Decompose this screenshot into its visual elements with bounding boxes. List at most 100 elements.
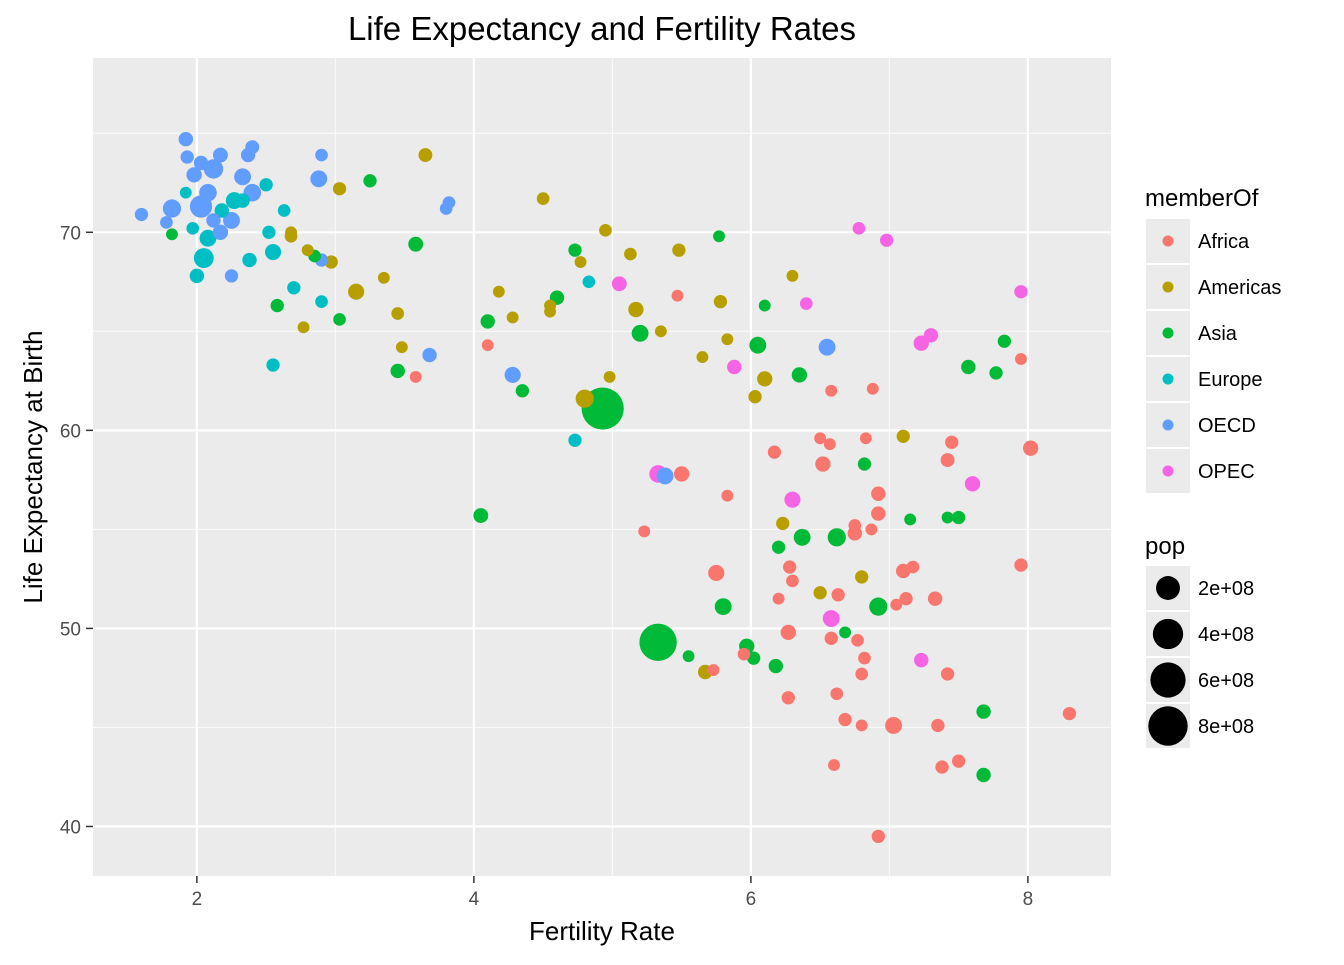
- data-point-europe: [193, 248, 214, 268]
- size-legend-label: 2e+08: [1198, 578, 1254, 600]
- data-point-opec: [611, 276, 627, 292]
- data-point-africa: [931, 718, 945, 733]
- legend-key-africa: [1162, 235, 1174, 247]
- data-point-opec: [1014, 285, 1028, 299]
- x-tick-label: 8: [1023, 889, 1034, 910]
- legend-label-europe: Europe: [1198, 369, 1263, 391]
- data-point-europe: [189, 268, 205, 284]
- data-point-africa: [851, 633, 864, 647]
- data-point-europe: [259, 178, 273, 192]
- data-point-asia: [951, 510, 966, 525]
- plot-panel: [93, 58, 1111, 876]
- data-point-asia: [363, 174, 377, 188]
- size-legend-label: 6e+08: [1198, 670, 1254, 692]
- data-point-africa: [951, 754, 966, 768]
- data-point-africa: [814, 432, 827, 445]
- data-point-asia: [631, 324, 649, 342]
- data-point-opec: [822, 610, 840, 627]
- data-point-asia: [747, 651, 761, 665]
- data-point-africa: [830, 687, 844, 701]
- data-point-africa: [906, 560, 920, 574]
- data-point-oecd: [203, 159, 224, 179]
- data-point-africa: [927, 591, 943, 606]
- data-point-africa: [780, 624, 796, 641]
- data-point-africa: [824, 631, 838, 645]
- data-point-africa: [638, 525, 651, 538]
- data-point-africa: [865, 523, 878, 536]
- data-point-oecd: [442, 196, 456, 209]
- data-point-asia: [904, 513, 917, 526]
- data-point-asia: [749, 336, 767, 354]
- data-point-oecd: [180, 150, 194, 164]
- y-axis-title: Life Expectancy at Birth: [18, 330, 48, 603]
- data-point-europe: [266, 358, 280, 372]
- x-axis-title: Fertility Rate: [529, 916, 675, 946]
- legend-label-africa: Africa: [1198, 231, 1250, 253]
- data-point-europe: [199, 229, 217, 247]
- data-point-americas: [348, 283, 365, 300]
- data-point-africa: [831, 588, 845, 602]
- data-point-europe: [568, 433, 582, 447]
- legend-label-oecd: OECD: [1198, 415, 1256, 437]
- data-point-oecd: [422, 347, 437, 363]
- data-point-asia: [480, 314, 495, 329]
- data-point-americas: [492, 285, 505, 298]
- data-point-africa: [871, 506, 886, 521]
- data-point-africa: [890, 598, 903, 611]
- data-point-oecd: [504, 366, 521, 383]
- size-legend-label: 8e+08: [1198, 716, 1254, 738]
- legend-key-opec: [1162, 465, 1174, 477]
- data-point-europe: [262, 225, 276, 239]
- data-point-americas: [395, 341, 408, 354]
- size-legend-key: [1152, 618, 1184, 650]
- size-legend-label: 4e+08: [1198, 624, 1254, 646]
- data-point-africa: [859, 432, 872, 445]
- data-point-oecd: [199, 183, 217, 202]
- data-point-africa: [885, 717, 902, 734]
- data-point-oecd: [162, 199, 182, 218]
- data-point-americas: [713, 294, 728, 309]
- data-point-opec: [914, 652, 929, 668]
- data-point-asia: [791, 367, 808, 383]
- data-point-americas: [896, 429, 910, 443]
- data-point-americas: [628, 301, 644, 318]
- data-point-africa: [815, 456, 831, 472]
- data-point-americas: [813, 586, 827, 600]
- data-point-opec: [964, 476, 981, 492]
- size-legend-key: [1156, 576, 1180, 600]
- data-point-opec: [852, 222, 866, 235]
- data-point-asia: [639, 623, 677, 661]
- data-point-americas: [603, 370, 616, 383]
- data-point-asia: [976, 767, 991, 783]
- data-point-europe: [277, 204, 291, 217]
- data-point-africa: [1014, 558, 1028, 572]
- data-point-americas: [575, 389, 594, 408]
- data-point-asia: [857, 457, 872, 471]
- data-point-africa: [825, 384, 838, 397]
- data-point-africa: [1023, 440, 1039, 456]
- y-tick-label: 40: [60, 817, 81, 838]
- data-point-oecd: [212, 147, 228, 163]
- data-point-africa: [1015, 353, 1027, 365]
- data-point-americas: [672, 243, 686, 257]
- data-point-americas: [301, 244, 314, 257]
- data-point-opec: [727, 359, 742, 375]
- data-point-americas: [624, 247, 637, 261]
- data-point-oecd: [186, 167, 202, 183]
- data-point-americas: [757, 371, 773, 387]
- data-point-asia: [997, 334, 1012, 348]
- data-point-opec: [799, 297, 813, 310]
- x-axis-ticks: 2 4 6 8: [192, 876, 1034, 910]
- data-point-opec: [784, 491, 801, 508]
- data-point-africa: [767, 445, 782, 459]
- data-point-asia: [961, 359, 976, 375]
- data-point-africa: [481, 339, 494, 352]
- data-point-asia: [166, 228, 178, 241]
- data-point-oecd: [193, 155, 209, 171]
- data-point-americas: [599, 223, 612, 237]
- data-point-asia: [768, 658, 784, 674]
- data-point-oecd: [818, 338, 836, 356]
- x-tick-label: 4: [469, 889, 480, 910]
- data-point-americas: [696, 351, 709, 364]
- data-point-africa: [721, 489, 734, 502]
